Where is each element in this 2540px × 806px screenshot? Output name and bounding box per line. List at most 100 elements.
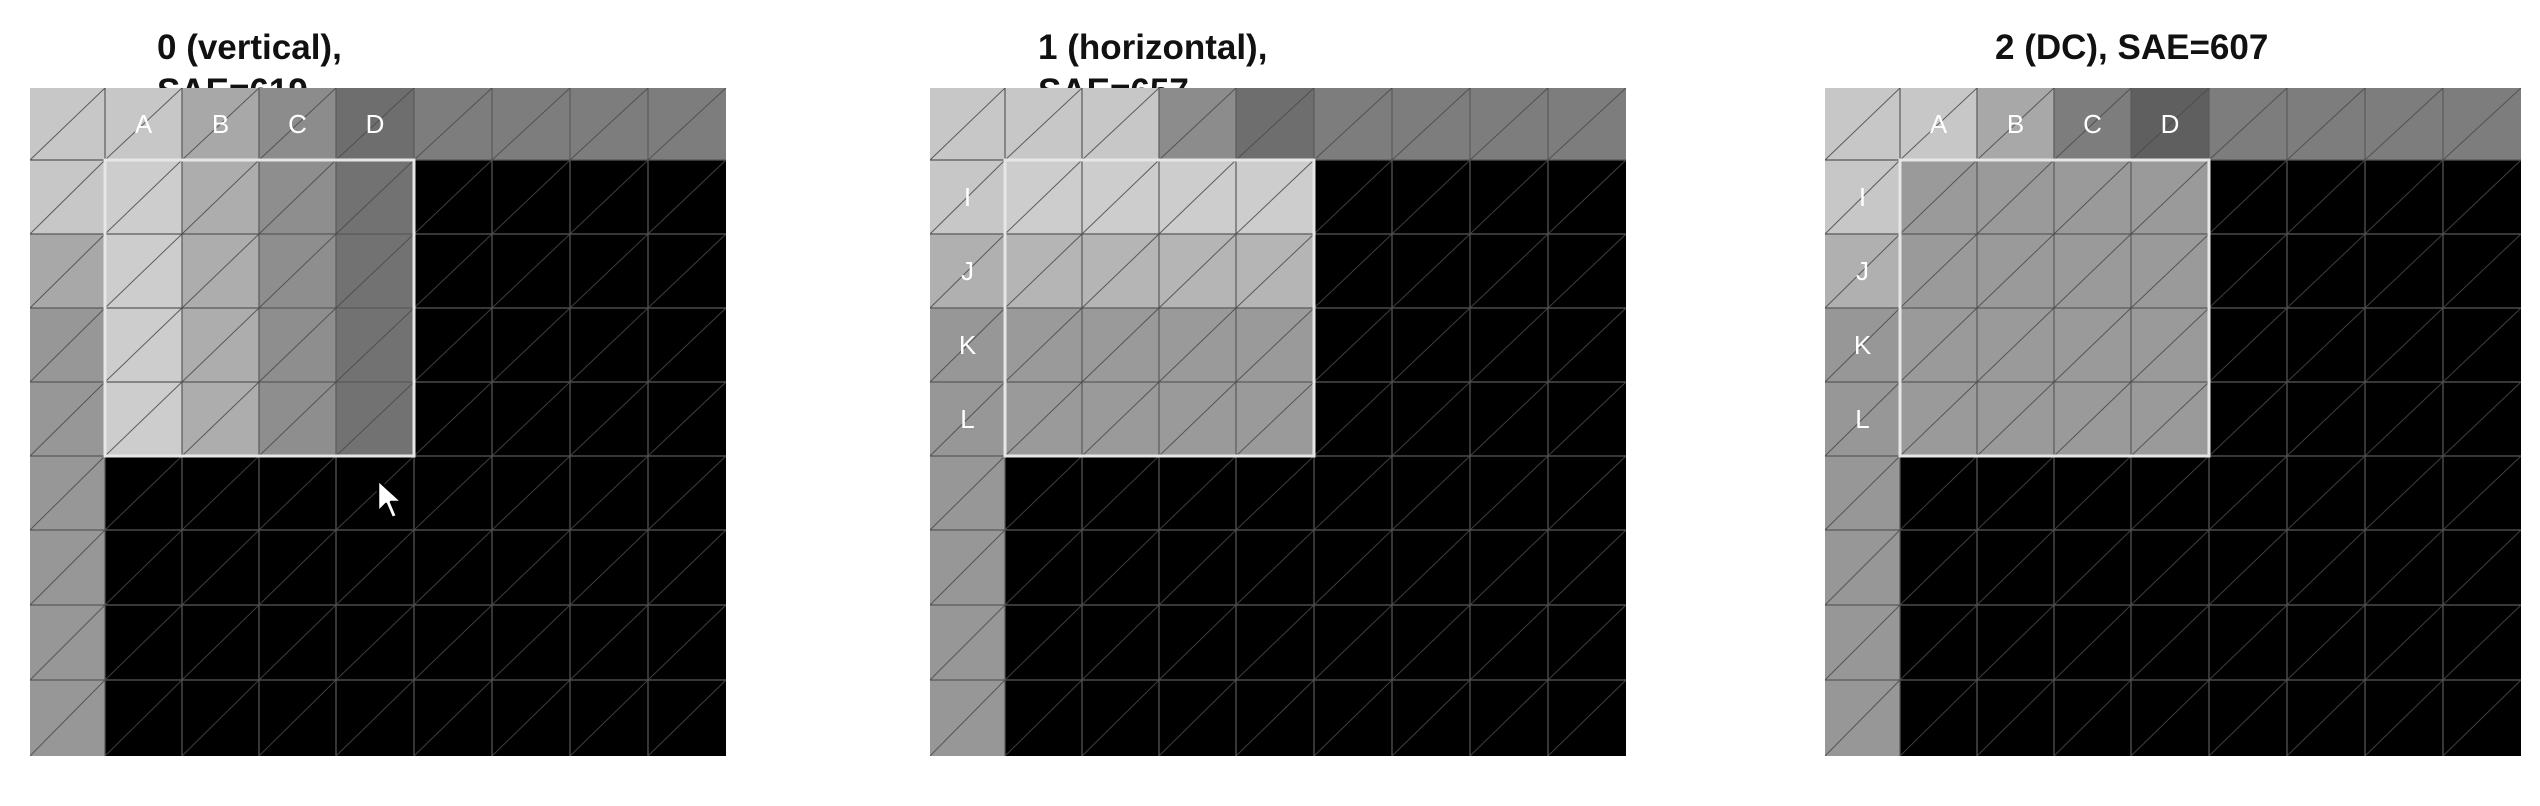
grid-diagonal bbox=[30, 88, 106, 161]
neighbor-label-top: A bbox=[135, 109, 153, 139]
grid-diagonal bbox=[181, 529, 260, 606]
grid-diagonal bbox=[2442, 307, 2521, 383]
grid-diagonal bbox=[2364, 381, 2444, 457]
grid-diagonal bbox=[1158, 529, 1237, 606]
grid-diagonal bbox=[1469, 307, 1549, 383]
grid-diagonal bbox=[491, 307, 571, 383]
grid-diagonal bbox=[2130, 307, 2210, 383]
grid-diagonal bbox=[1313, 381, 1393, 457]
grid-diagonal bbox=[1235, 679, 1315, 756]
grid-diagonal bbox=[104, 233, 183, 309]
grid-diagonal bbox=[335, 233, 415, 309]
grid-diagonal bbox=[930, 679, 1006, 756]
neighbor-label-left: I bbox=[1859, 182, 1866, 212]
grid-diagonal bbox=[258, 381, 337, 457]
grid-diagonal bbox=[1235, 604, 1315, 681]
grid-diagonal bbox=[1547, 307, 1626, 383]
grid-diagonal bbox=[413, 233, 493, 309]
grid-diagonal bbox=[413, 159, 493, 235]
grid-diagonal bbox=[181, 88, 260, 161]
grid-diagonal bbox=[2286, 307, 2366, 383]
neighbor-label-left: K bbox=[1854, 330, 1872, 360]
grid-diagonal bbox=[2130, 159, 2210, 235]
grid-diagonal bbox=[1391, 529, 1471, 606]
grid-diagonal bbox=[1469, 529, 1549, 606]
grid-diagonal bbox=[2053, 679, 2132, 756]
grid-diagonal bbox=[569, 307, 649, 383]
grid-diagonal bbox=[2208, 455, 2288, 531]
grid-diagonal bbox=[2364, 679, 2444, 756]
grid-diagonal bbox=[1391, 455, 1471, 531]
grid-diagonal bbox=[2053, 529, 2132, 606]
grid-diagonal bbox=[413, 529, 493, 606]
grid-diagonal bbox=[1158, 159, 1237, 235]
grid-diagonal bbox=[1899, 455, 1978, 531]
grid-diagonal bbox=[1547, 381, 1626, 457]
grid-diagonal bbox=[1004, 529, 1083, 606]
grid-diagonal bbox=[2442, 679, 2521, 756]
grid-diagonal bbox=[930, 159, 1006, 235]
grid-diagonal bbox=[1158, 604, 1237, 681]
grid-diagonal bbox=[1899, 307, 1978, 383]
grid-diagonal bbox=[569, 455, 649, 531]
grid-diagonal bbox=[104, 679, 183, 756]
grid-diagonal bbox=[1825, 88, 1901, 161]
grid-diagonal bbox=[1391, 604, 1471, 681]
grid-diagonal bbox=[1547, 604, 1626, 681]
predicted-block-outline bbox=[103, 158, 416, 458]
grid-diagonal bbox=[1158, 88, 1237, 161]
grid-diagonal bbox=[1899, 529, 1978, 606]
grid-diagonal bbox=[1469, 455, 1549, 531]
grid-diagonal bbox=[1899, 88, 1978, 161]
grid-diagonal bbox=[2364, 233, 2444, 309]
grid-diagonal bbox=[2286, 159, 2366, 235]
grid-diagonal bbox=[1158, 455, 1237, 531]
grid-diagonal bbox=[2130, 679, 2210, 756]
grid-diagonal bbox=[335, 159, 415, 235]
grid-diagonal bbox=[647, 679, 726, 756]
neighbor-label-top: C bbox=[2083, 109, 2102, 139]
grid-diagonal bbox=[181, 233, 260, 309]
grid-diagonal bbox=[1547, 529, 1626, 606]
grid-diagonal bbox=[2364, 455, 2444, 531]
neighbor-label-top: D bbox=[366, 109, 385, 139]
grid-diagonal bbox=[1004, 455, 1083, 531]
grid-diagonal bbox=[30, 159, 106, 235]
grid-diagonal bbox=[2130, 381, 2210, 457]
grid-diagonal bbox=[1081, 233, 1160, 309]
grid-diagonal bbox=[1391, 679, 1471, 756]
grid-diagonal bbox=[2286, 679, 2366, 756]
grid-diagonal bbox=[491, 604, 571, 681]
grid-diagonal bbox=[1158, 381, 1237, 457]
grid-diagonal bbox=[1235, 88, 1315, 161]
grid-diagonal bbox=[181, 604, 260, 681]
panel-title-line1: 2 (DC), SAE=607 bbox=[1995, 28, 2269, 67]
grid-diagonal bbox=[1899, 604, 1978, 681]
grid-diagonal bbox=[1313, 233, 1393, 309]
grid-diagonal bbox=[569, 159, 649, 235]
grid-diagonal bbox=[647, 307, 726, 383]
neighbor-label-left: L bbox=[1855, 404, 1869, 434]
grid-diagonal bbox=[1469, 604, 1549, 681]
grid-diagonal bbox=[2208, 307, 2288, 383]
grid-diagonal bbox=[1235, 307, 1315, 383]
grid-diagonal bbox=[335, 381, 415, 457]
grid-diagonal bbox=[335, 604, 415, 681]
panel-title: 2 (DC), SAE=607 bbox=[1995, 26, 2268, 70]
grid-diagonal bbox=[569, 529, 649, 606]
grid-diagonal bbox=[413, 604, 493, 681]
grid-diagonal bbox=[1313, 159, 1393, 235]
grid-diagonal bbox=[2442, 381, 2521, 457]
grid-diagonal bbox=[413, 679, 493, 756]
grid-diagonal bbox=[2208, 159, 2288, 235]
grid-diagonal bbox=[2208, 88, 2288, 161]
neighbor-label-left: K bbox=[959, 330, 977, 360]
grid-diagonal bbox=[104, 88, 183, 161]
grid-diagonal bbox=[1976, 679, 2055, 756]
grid-diagonal bbox=[1825, 455, 1901, 531]
grid-diagonal bbox=[2053, 455, 2132, 531]
grid-diagonal bbox=[1158, 307, 1237, 383]
grid-diagonal bbox=[1469, 679, 1549, 756]
grid-diagonal bbox=[30, 455, 106, 531]
